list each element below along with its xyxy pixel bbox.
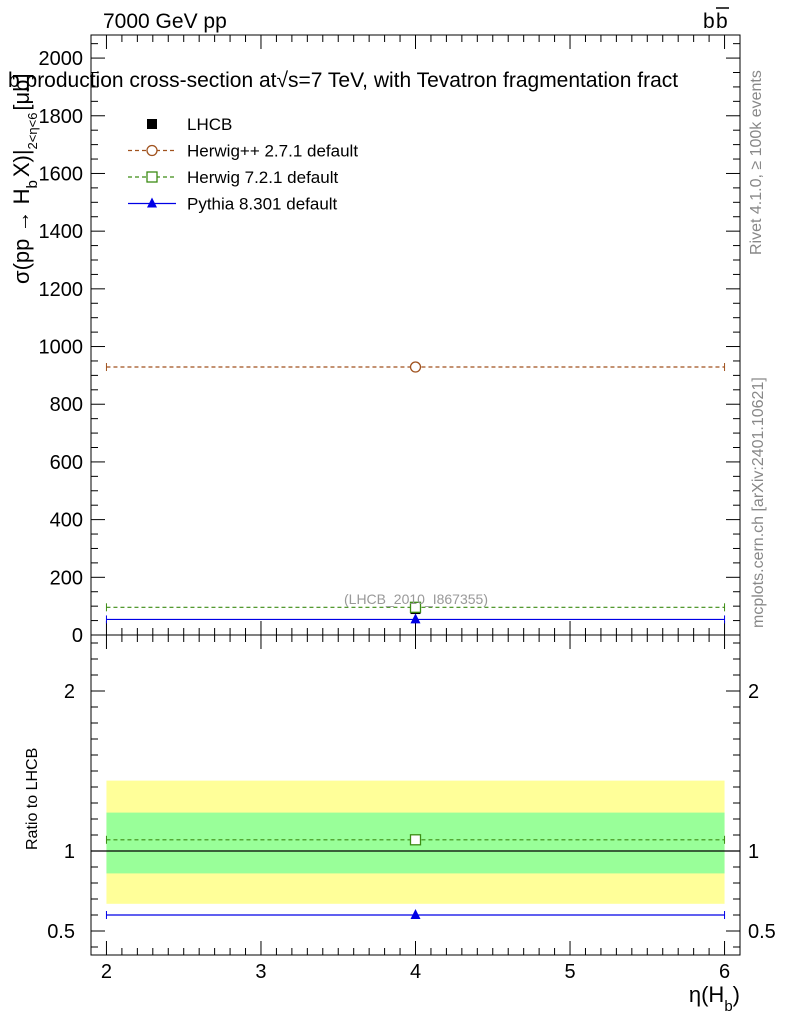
mcplots-label: mcplots.cern.ch [arXiv:2401.10621] — [750, 377, 767, 628]
main-y-axis-label: σ(pp → Hb X)|2<η<6 [μb] — [9, 73, 41, 284]
header-energy-label: 7000 GeV pp — [103, 10, 227, 33]
legend-label-pythia: Pythia 8.301 default — [187, 195, 338, 214]
main-y-tick-label: 2000 — [39, 48, 84, 70]
title-s: s — [288, 69, 299, 92]
header-process-b: b — [703, 10, 715, 33]
legend-label-lhcb: LHCB — [187, 115, 232, 134]
x-tick-label: 6 — [719, 961, 730, 983]
ratio-y-tick-label-left: 0.5 — [47, 921, 75, 943]
main-y-tick-label: 1400 — [39, 221, 84, 243]
legend-label-herwig7: Herwig 7.2.1 default — [187, 168, 338, 187]
legend-label-herwigpp: Herwig++ 2.7.1 default — [187, 142, 358, 161]
y-label-range: 2<η<6 — [25, 113, 40, 150]
plot-title: b production cross-section at√s=7 TeV, w… — [8, 69, 678, 92]
main-y-tick-label: 1600 — [39, 163, 84, 185]
main-marker-herwigpp — [409, 361, 422, 373]
title-sqrt: √ — [276, 69, 288, 92]
x-axis-ticks: 2 3 4 5 6 — [90, 35, 741, 983]
ratio-marker-herwig7 — [409, 834, 422, 846]
main-marker-pythia — [410, 613, 421, 624]
y-label-pre: σ(pp → H — [9, 189, 34, 285]
main-y-tick-label: 0 — [72, 625, 83, 647]
analysis-watermark: (LHCB_2010_I867355) — [344, 591, 488, 607]
x-axis-label: η(Hb) — [689, 982, 740, 1015]
main-y-tick-label: 1200 — [39, 279, 84, 301]
ratio-y-tick-label-left: 1 — [64, 841, 75, 863]
legend-marker-herwigpp — [146, 144, 158, 157]
ratio-y-axis-ticks: 0.5 0.5 1 1 2 2 — [47, 642, 776, 948]
x-tick-label: 5 — [564, 961, 575, 983]
legend: LHCB Herwig++ 2.7.1 default Herwig 7.2.1 d… — [128, 115, 358, 214]
svg-text:σ(pp → HbX)|2<η<6[μb]: σ(pp → Hb X)|2<η<6 [μb] — [9, 73, 41, 284]
main-marker-herwig7 — [409, 601, 422, 613]
main-y-tick-label: 800 — [50, 394, 83, 416]
x-label-post: ) — [733, 982, 740, 1007]
title-post: =7 TeV, with Tevatron fragmentation frac… — [299, 69, 679, 92]
ratio-y-tick-label-left: 2 — [64, 681, 75, 703]
y-label-post: X)| — [9, 149, 34, 177]
x-tick-label: 3 — [255, 961, 266, 983]
legend-marker-lhcb — [147, 119, 157, 129]
y-label-unit: [μb] — [9, 73, 34, 110]
main-y-tick-label: 1000 — [39, 337, 84, 359]
main-y-tick-label: 1800 — [39, 106, 84, 128]
x-tick-label: 4 — [410, 961, 421, 983]
main-y-tick-label: 400 — [50, 510, 83, 532]
y-label-sub-b: b — [24, 180, 41, 188]
ratio-marker-pythia — [410, 909, 421, 919]
x-label-pre: η(H — [689, 982, 724, 1007]
legend-marker-herwig7 — [146, 171, 158, 183]
ratio-y-axis-label: Ratio to LHCB — [24, 748, 41, 850]
header-process-bbar: b — [716, 10, 728, 33]
ratio-series-group — [91, 834, 740, 919]
title-pre: b production cross-section at — [8, 69, 277, 92]
main-series-group — [105, 361, 726, 624]
main-y-tick-label: 200 — [50, 567, 83, 589]
main-y-axis-ticks: 0 200 400 600 800 1000 1200 1400 1600 1800 2000 — [39, 43, 740, 647]
x-tick-label: 2 — [101, 961, 112, 983]
x-label-sub: b — [724, 998, 732, 1015]
ratio-y-tick-label-right: 0.5 — [748, 921, 776, 943]
ratio-y-tick-label-right: 2 — [748, 681, 759, 703]
rivet-label: Rivet 4.1.0, ≥ 100k events — [748, 70, 765, 255]
main-y-tick-label: 600 — [50, 452, 83, 474]
ratio-y-tick-label-right: 1 — [748, 841, 759, 863]
legend-marker-pythia — [147, 197, 157, 208]
